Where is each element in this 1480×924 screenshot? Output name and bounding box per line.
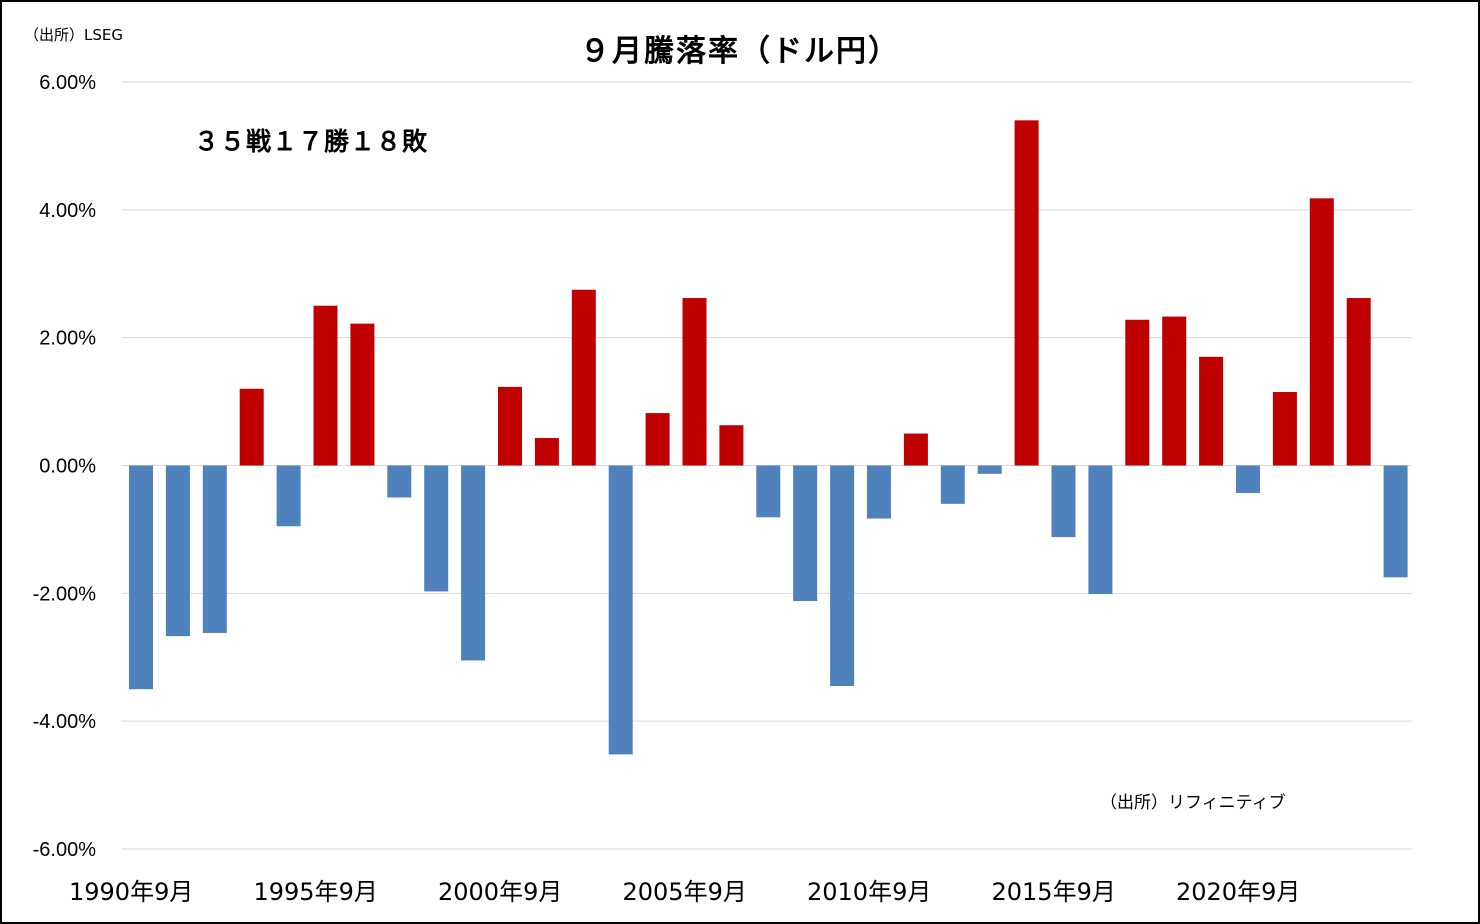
y-tick-label: -4.00% xyxy=(33,711,97,733)
bar-2015年9月 xyxy=(1051,465,1076,538)
bar-1999年9月 xyxy=(461,465,486,661)
bar-2012年9月 xyxy=(940,465,965,504)
bar-2019年9月 xyxy=(1199,356,1224,466)
bar-2013年9月 xyxy=(977,465,1002,474)
bar-2001年9月 xyxy=(534,438,559,466)
bar-2000年9月 xyxy=(498,386,522,466)
bar-2009年9月 xyxy=(830,465,855,687)
bar-1998年9月 xyxy=(424,465,449,592)
x-tick-label: 1990年9月 xyxy=(69,878,193,906)
y-tick-label: -6.00% xyxy=(33,839,97,861)
y-tick-label: 2.00% xyxy=(39,328,96,350)
y-tick-label: 0.00% xyxy=(39,456,96,478)
y-axis-ticks: 6.00% 4.00% 2.00% 0.00% -2.00% -4.00% -6.00% xyxy=(33,72,97,861)
x-tick-label: 2005年9月 xyxy=(623,878,747,906)
bar-2014年9月 xyxy=(1014,120,1039,466)
chart-title: ９月騰落率（ドル円） xyxy=(580,34,900,69)
bar-2002年9月 xyxy=(571,289,596,466)
bar-2010年9月 xyxy=(867,465,891,519)
bar-1991年9月 xyxy=(165,465,190,637)
y-tick-label: 6.00% xyxy=(39,72,96,94)
bar-2007年9月 xyxy=(756,465,781,518)
bar-1995年9月 xyxy=(313,305,338,466)
y-tick-label: -2.00% xyxy=(33,583,97,605)
bar-2024年9月 xyxy=(1383,465,1408,578)
source-note-top: （出所）LSEG xyxy=(24,26,123,44)
bar-2021年9月 xyxy=(1272,391,1297,466)
bar-2003年9月 xyxy=(608,465,633,755)
bar-1990年9月 xyxy=(129,465,153,690)
x-tick-label: 2010年9月 xyxy=(807,878,931,906)
bar-2016年9月 xyxy=(1088,465,1113,594)
win-loss-record: ３５戦１７勝１８敗 xyxy=(194,127,429,156)
bar-2018年9月 xyxy=(1162,316,1187,466)
bar-2020年9月 xyxy=(1236,465,1260,493)
x-tick-label: 1995年9月 xyxy=(254,878,378,906)
bar-1993年9月 xyxy=(239,388,264,466)
x-tick-label: 2015年9月 xyxy=(992,878,1116,906)
bar-2023年9月 xyxy=(1346,298,1371,466)
bar-1994年9月 xyxy=(276,465,301,527)
bar-2017年9月 xyxy=(1125,319,1150,466)
bar-2008年9月 xyxy=(793,465,818,602)
bar-2004年9月 xyxy=(645,413,670,466)
source-note-bottom: （出所）リフィニティブ xyxy=(1100,793,1286,813)
bar-2022年9月 xyxy=(1309,198,1334,466)
x-tick-label: 2000年9月 xyxy=(438,878,562,906)
x-axis-ticks: 1990年9月 1995年9月 2000年9月 2005年9月 2010年9月 2015年… xyxy=(69,878,1300,906)
y-tick-label: 4.00% xyxy=(39,200,96,222)
bar-2011年9月 xyxy=(903,433,928,466)
bar-2006年9月 xyxy=(719,425,744,466)
bar-1996年9月 xyxy=(350,323,375,466)
bar-1992年9月 xyxy=(202,465,227,633)
bar-2005年9月 xyxy=(682,298,707,466)
bars xyxy=(129,120,1408,755)
x-tick-label: 2020年9月 xyxy=(1176,878,1300,906)
bar-1997年9月 xyxy=(387,465,412,498)
